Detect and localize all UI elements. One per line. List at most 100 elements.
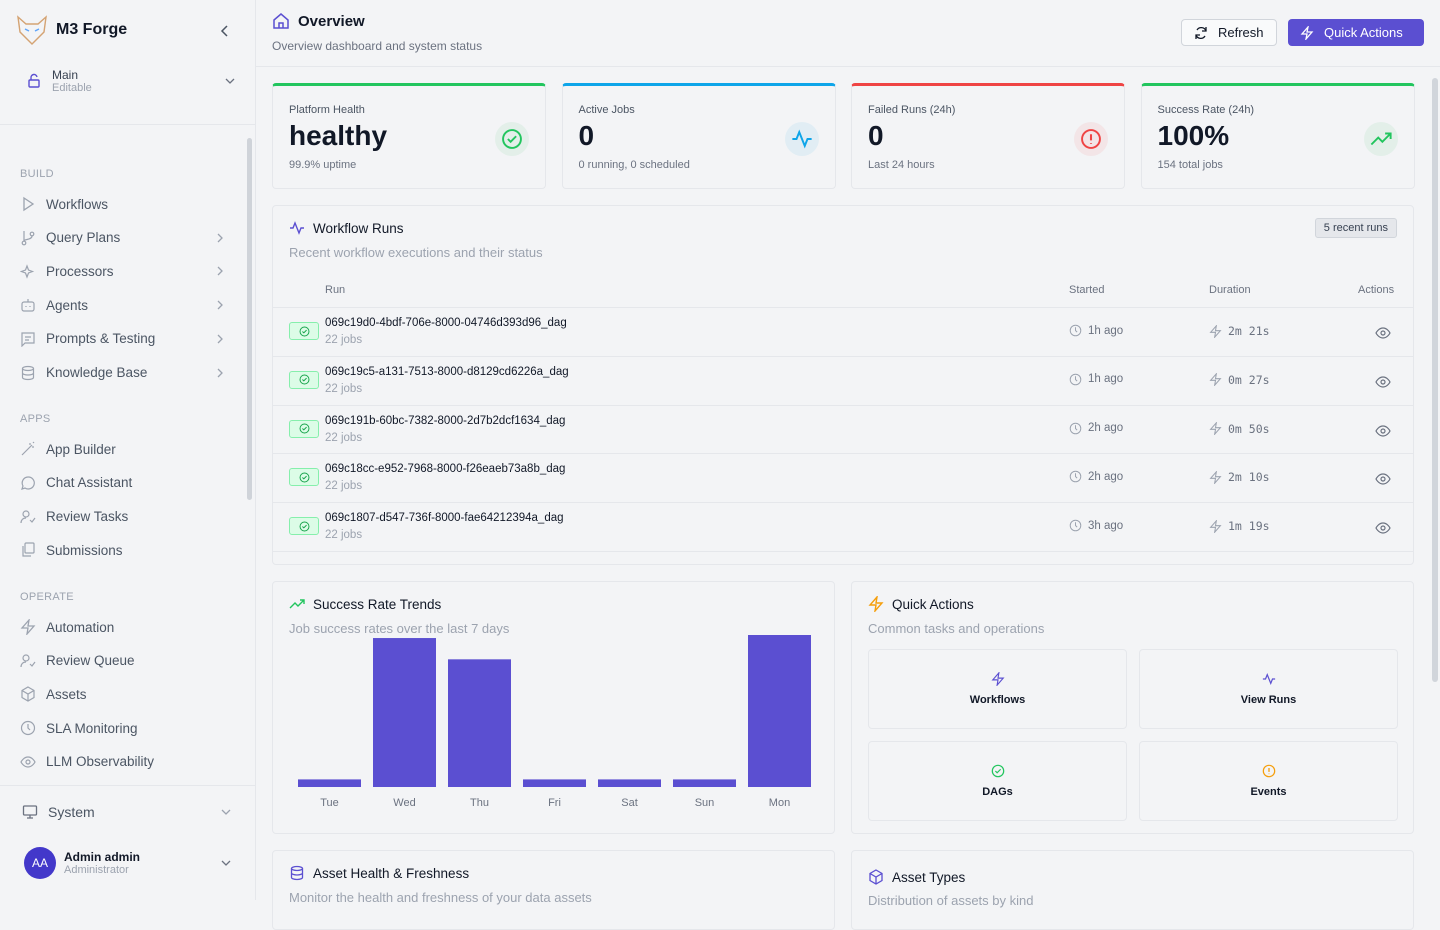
stat-subtext: 0 running, 0 scheduled	[578, 159, 690, 171]
user-role: Administrator	[64, 864, 129, 876]
card-title: Asset Types	[892, 869, 966, 885]
sidebar-item-assets[interactable]: Assets	[20, 680, 226, 708]
card-title: Quick Actions	[892, 596, 974, 612]
sidebar-item-app-builder[interactable]: App Builder	[20, 435, 226, 463]
sidebar-scrollbar[interactable]	[247, 138, 252, 500]
chevron-down-icon	[220, 857, 232, 869]
success-status-icon	[289, 322, 319, 340]
sidebar-item-prompts-testing[interactable]: Prompts & Testing	[20, 325, 226, 353]
quick-actions-button[interactable]: Quick Actions	[1288, 19, 1424, 46]
column-header-run: Run	[325, 284, 346, 296]
success-status-icon	[289, 419, 319, 438]
sidebar-item-llm-observability[interactable]: LLM Observability	[20, 748, 226, 776]
database-icon	[289, 865, 305, 881]
table-row[interactable]: 069c19d0-4bdf-706e-8000-04746d393d96_dag…	[273, 307, 1413, 356]
files-icon	[20, 542, 36, 558]
sidebar-item-automation[interactable]: Automation	[20, 613, 226, 641]
main-scrollbar[interactable]	[1432, 78, 1438, 682]
run-duration: 0m 50s	[1228, 421, 1270, 436]
stat-value: 0	[868, 120, 884, 151]
sidebar-item-review-queue[interactable]: Review Queue	[20, 647, 226, 675]
quick-action-events[interactable]: Events	[1139, 741, 1398, 821]
table-row[interactable]: 069c1807-d547-736f-8000-fae64212394a_dag…	[273, 502, 1413, 551]
system-menu[interactable]: System	[22, 804, 232, 820]
nav-section-title: OPERATE	[20, 591, 74, 603]
table-row[interactable]: 069c18cc-e952-7968-8000-f26eaeb73a8b_dag…	[273, 453, 1413, 502]
bar-fri	[523, 779, 586, 787]
quick-actions-card: Quick Actions Common tasks and operation…	[851, 581, 1414, 834]
run-id[interactable]: 069c191b-60bc-7382-8000-2d7b2dcf1634_dag	[325, 414, 566, 427]
table-row[interactable]: 069c191b-60bc-7382-8000-2d7b2dcf1634_dag…	[273, 404, 1413, 454]
page-subtitle: Overview dashboard and system status	[272, 39, 483, 53]
sidebar-item-label: App Builder	[46, 441, 116, 457]
run-id[interactable]: 069c1807-d547-736f-8000-fae64212394a_dag	[325, 512, 564, 525]
fox-logo-icon	[16, 14, 48, 46]
zap-icon	[1209, 519, 1222, 533]
sidebar-item-sla-monitoring[interactable]: SLA Monitoring	[20, 714, 226, 742]
database-icon	[20, 365, 36, 381]
stat-subtext: 154 total jobs	[1157, 159, 1223, 171]
quick-action-view-runs[interactable]: View Runs	[1139, 649, 1398, 729]
sidebar-item-label: Review Queue	[46, 653, 135, 669]
clock-icon	[1069, 373, 1082, 386]
quick-action-label: View Runs	[1240, 694, 1297, 706]
view-run-eye-icon[interactable]	[1375, 471, 1391, 487]
view-run-eye-icon[interactable]	[1375, 423, 1391, 439]
activity-icon	[289, 220, 305, 236]
sidebar-item-chat-assistant[interactable]: Chat Assistant	[20, 469, 226, 497]
chevron-right-icon	[214, 232, 226, 244]
bar-sat	[598, 779, 661, 787]
chat-icon	[20, 475, 36, 491]
run-id[interactable]: 069c18cc-e952-7968-8000-f26eaeb73a8b_dag	[325, 463, 566, 476]
stat-label: Failed Runs (24h)	[868, 104, 956, 116]
sidebar-item-query-plans[interactable]: Query Plans	[20, 224, 226, 252]
asset-types-card: Asset Types Distribution of assets by ki…	[851, 850, 1414, 930]
run-started: 1h ago	[1088, 373, 1124, 386]
workspace-name: Main	[52, 68, 79, 82]
view-run-eye-icon[interactable]	[1375, 520, 1391, 536]
sidebar-nav: BUILD Workflows Query Plans Processors Agent…	[0, 126, 246, 784]
divider	[273, 551, 1413, 564]
clock-icon	[1069, 422, 1082, 435]
brand[interactable]: M3 Forge	[16, 14, 127, 46]
sidebar-item-knowledge-base[interactable]: Knowledge Base	[20, 359, 226, 387]
git-branch-icon	[20, 230, 36, 246]
stat-card: Success Rate (24h) 100% 154 total jobs	[1140, 83, 1415, 189]
quick-action-label: DAGs	[982, 786, 1013, 798]
sidebar: M3 Forge Main Editable BUILD Workflows Quer…	[0, 0, 256, 900]
quick-action-label: Events	[1250, 786, 1287, 798]
sidebar-item-review-tasks[interactable]: Review Tasks	[20, 503, 226, 531]
zap-icon	[1209, 470, 1222, 484]
view-run-eye-icon[interactable]	[1375, 374, 1391, 390]
quick-action-workflows[interactable]: Workflows	[868, 649, 1127, 729]
workspace-selector[interactable]: Main Editable	[26, 68, 236, 94]
home-icon	[272, 12, 290, 30]
sidebar-item-submissions[interactable]: Submissions	[20, 536, 226, 564]
run-id[interactable]: 069c19c5-a131-7513-8000-d8129cd6226a_dag	[325, 365, 569, 378]
sidebar-item-label: Knowledge Base	[46, 365, 148, 380]
sidebar-item-workflows[interactable]: Workflows	[20, 190, 226, 218]
bar-sun	[673, 779, 736, 787]
clock-icon	[1069, 324, 1082, 337]
zap-icon	[1209, 373, 1222, 387]
quick-action-dags[interactable]: DAGs	[868, 741, 1127, 821]
view-run-eye-icon[interactable]	[1375, 325, 1391, 341]
monitor-icon	[22, 804, 38, 820]
run-duration: 2m 10s	[1228, 470, 1270, 485]
collapse-sidebar-icon[interactable]	[218, 24, 232, 38]
chevron-right-icon	[214, 299, 226, 311]
activity-icon	[1262, 672, 1276, 686]
stat-card: Active Jobs 0 0 running, 0 scheduled	[561, 83, 836, 189]
table-row[interactable]: 069c19c5-a131-7513-8000-d8129cd6226a_dag…	[273, 355, 1413, 405]
user-check-icon	[20, 653, 36, 669]
run-id[interactable]: 069c19d0-4bdf-706e-8000-04746d393d96_dag	[325, 317, 567, 329]
sidebar-item-processors[interactable]: Processors	[20, 257, 226, 285]
zap-icon	[1300, 25, 1314, 40]
run-started: 1h ago	[1088, 324, 1124, 337]
refresh-button[interactable]: Refresh	[1181, 19, 1277, 46]
stat-value: 100%	[1157, 120, 1230, 151]
user-menu[interactable]: AA Admin admin Administrator	[24, 847, 232, 879]
sidebar-item-agents[interactable]: Agents	[20, 291, 226, 319]
nav-section-title: APPS	[20, 413, 51, 426]
sidebar-item-label: Automation	[46, 619, 115, 635]
